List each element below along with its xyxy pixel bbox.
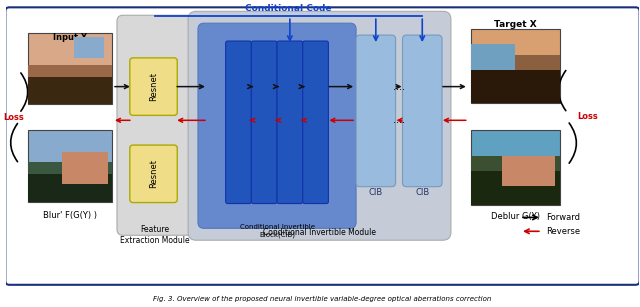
FancyBboxPatch shape xyxy=(403,35,442,187)
FancyBboxPatch shape xyxy=(198,23,356,228)
FancyBboxPatch shape xyxy=(470,171,559,204)
FancyBboxPatch shape xyxy=(188,11,451,240)
Text: CIB: CIB xyxy=(415,188,429,197)
FancyBboxPatch shape xyxy=(470,130,559,204)
Text: CIB: CIB xyxy=(369,188,383,197)
FancyBboxPatch shape xyxy=(303,41,328,204)
Text: Blur' F(G(Y) ): Blur' F(G(Y) ) xyxy=(43,211,97,220)
FancyBboxPatch shape xyxy=(502,156,555,186)
Text: Deblur G(Y): Deblur G(Y) xyxy=(491,212,540,221)
Text: Conditional Code: Conditional Code xyxy=(245,4,332,13)
FancyBboxPatch shape xyxy=(28,174,112,202)
Text: ....: .... xyxy=(393,115,405,125)
FancyBboxPatch shape xyxy=(5,7,639,285)
Text: Conditional Invertible
Block(CIB): Conditional Invertible Block(CIB) xyxy=(239,224,314,238)
FancyBboxPatch shape xyxy=(470,55,559,103)
Text: Loss: Loss xyxy=(577,112,598,121)
Text: Fig. 3. Overview of the proposed neural invertible variable-degree optical aberr: Fig. 3. Overview of the proposed neural … xyxy=(154,296,492,302)
Text: Feature
Extraction Module: Feature Extraction Module xyxy=(120,225,190,245)
FancyBboxPatch shape xyxy=(130,145,177,203)
FancyBboxPatch shape xyxy=(226,41,252,204)
FancyBboxPatch shape xyxy=(470,44,515,70)
FancyBboxPatch shape xyxy=(470,29,559,103)
FancyBboxPatch shape xyxy=(28,130,112,202)
FancyBboxPatch shape xyxy=(117,15,193,235)
Text: Forward: Forward xyxy=(546,213,580,222)
Text: UnSqueeze 2X2 Layer: UnSqueeze 2X2 Layer xyxy=(313,90,318,155)
FancyBboxPatch shape xyxy=(74,37,104,58)
Text: Conditional Coupling Block: Conditional Coupling Block xyxy=(287,82,292,162)
FancyBboxPatch shape xyxy=(356,35,396,187)
Text: Resnet: Resnet xyxy=(149,159,158,188)
FancyBboxPatch shape xyxy=(470,70,559,103)
Text: Invertible 1x1 Conv: Invertible 1x1 Conv xyxy=(262,93,267,151)
FancyBboxPatch shape xyxy=(28,65,112,104)
Text: Resnet: Resnet xyxy=(149,72,158,101)
Text: Reverse: Reverse xyxy=(546,227,580,236)
FancyBboxPatch shape xyxy=(28,33,112,104)
Text: Input Y: Input Y xyxy=(53,33,87,41)
FancyBboxPatch shape xyxy=(470,156,559,204)
FancyBboxPatch shape xyxy=(252,41,277,204)
Text: Target X: Target X xyxy=(493,20,536,29)
FancyBboxPatch shape xyxy=(28,162,112,202)
FancyBboxPatch shape xyxy=(61,152,108,184)
Text: Squeeze 2X2 Layer: Squeeze 2X2 Layer xyxy=(236,94,241,151)
Text: Conditional Invertible Module: Conditional Invertible Module xyxy=(263,228,376,237)
Text: Loss: Loss xyxy=(3,113,24,122)
FancyBboxPatch shape xyxy=(130,58,177,115)
Text: ....: .... xyxy=(393,82,405,91)
FancyBboxPatch shape xyxy=(28,77,112,104)
FancyBboxPatch shape xyxy=(277,41,303,204)
